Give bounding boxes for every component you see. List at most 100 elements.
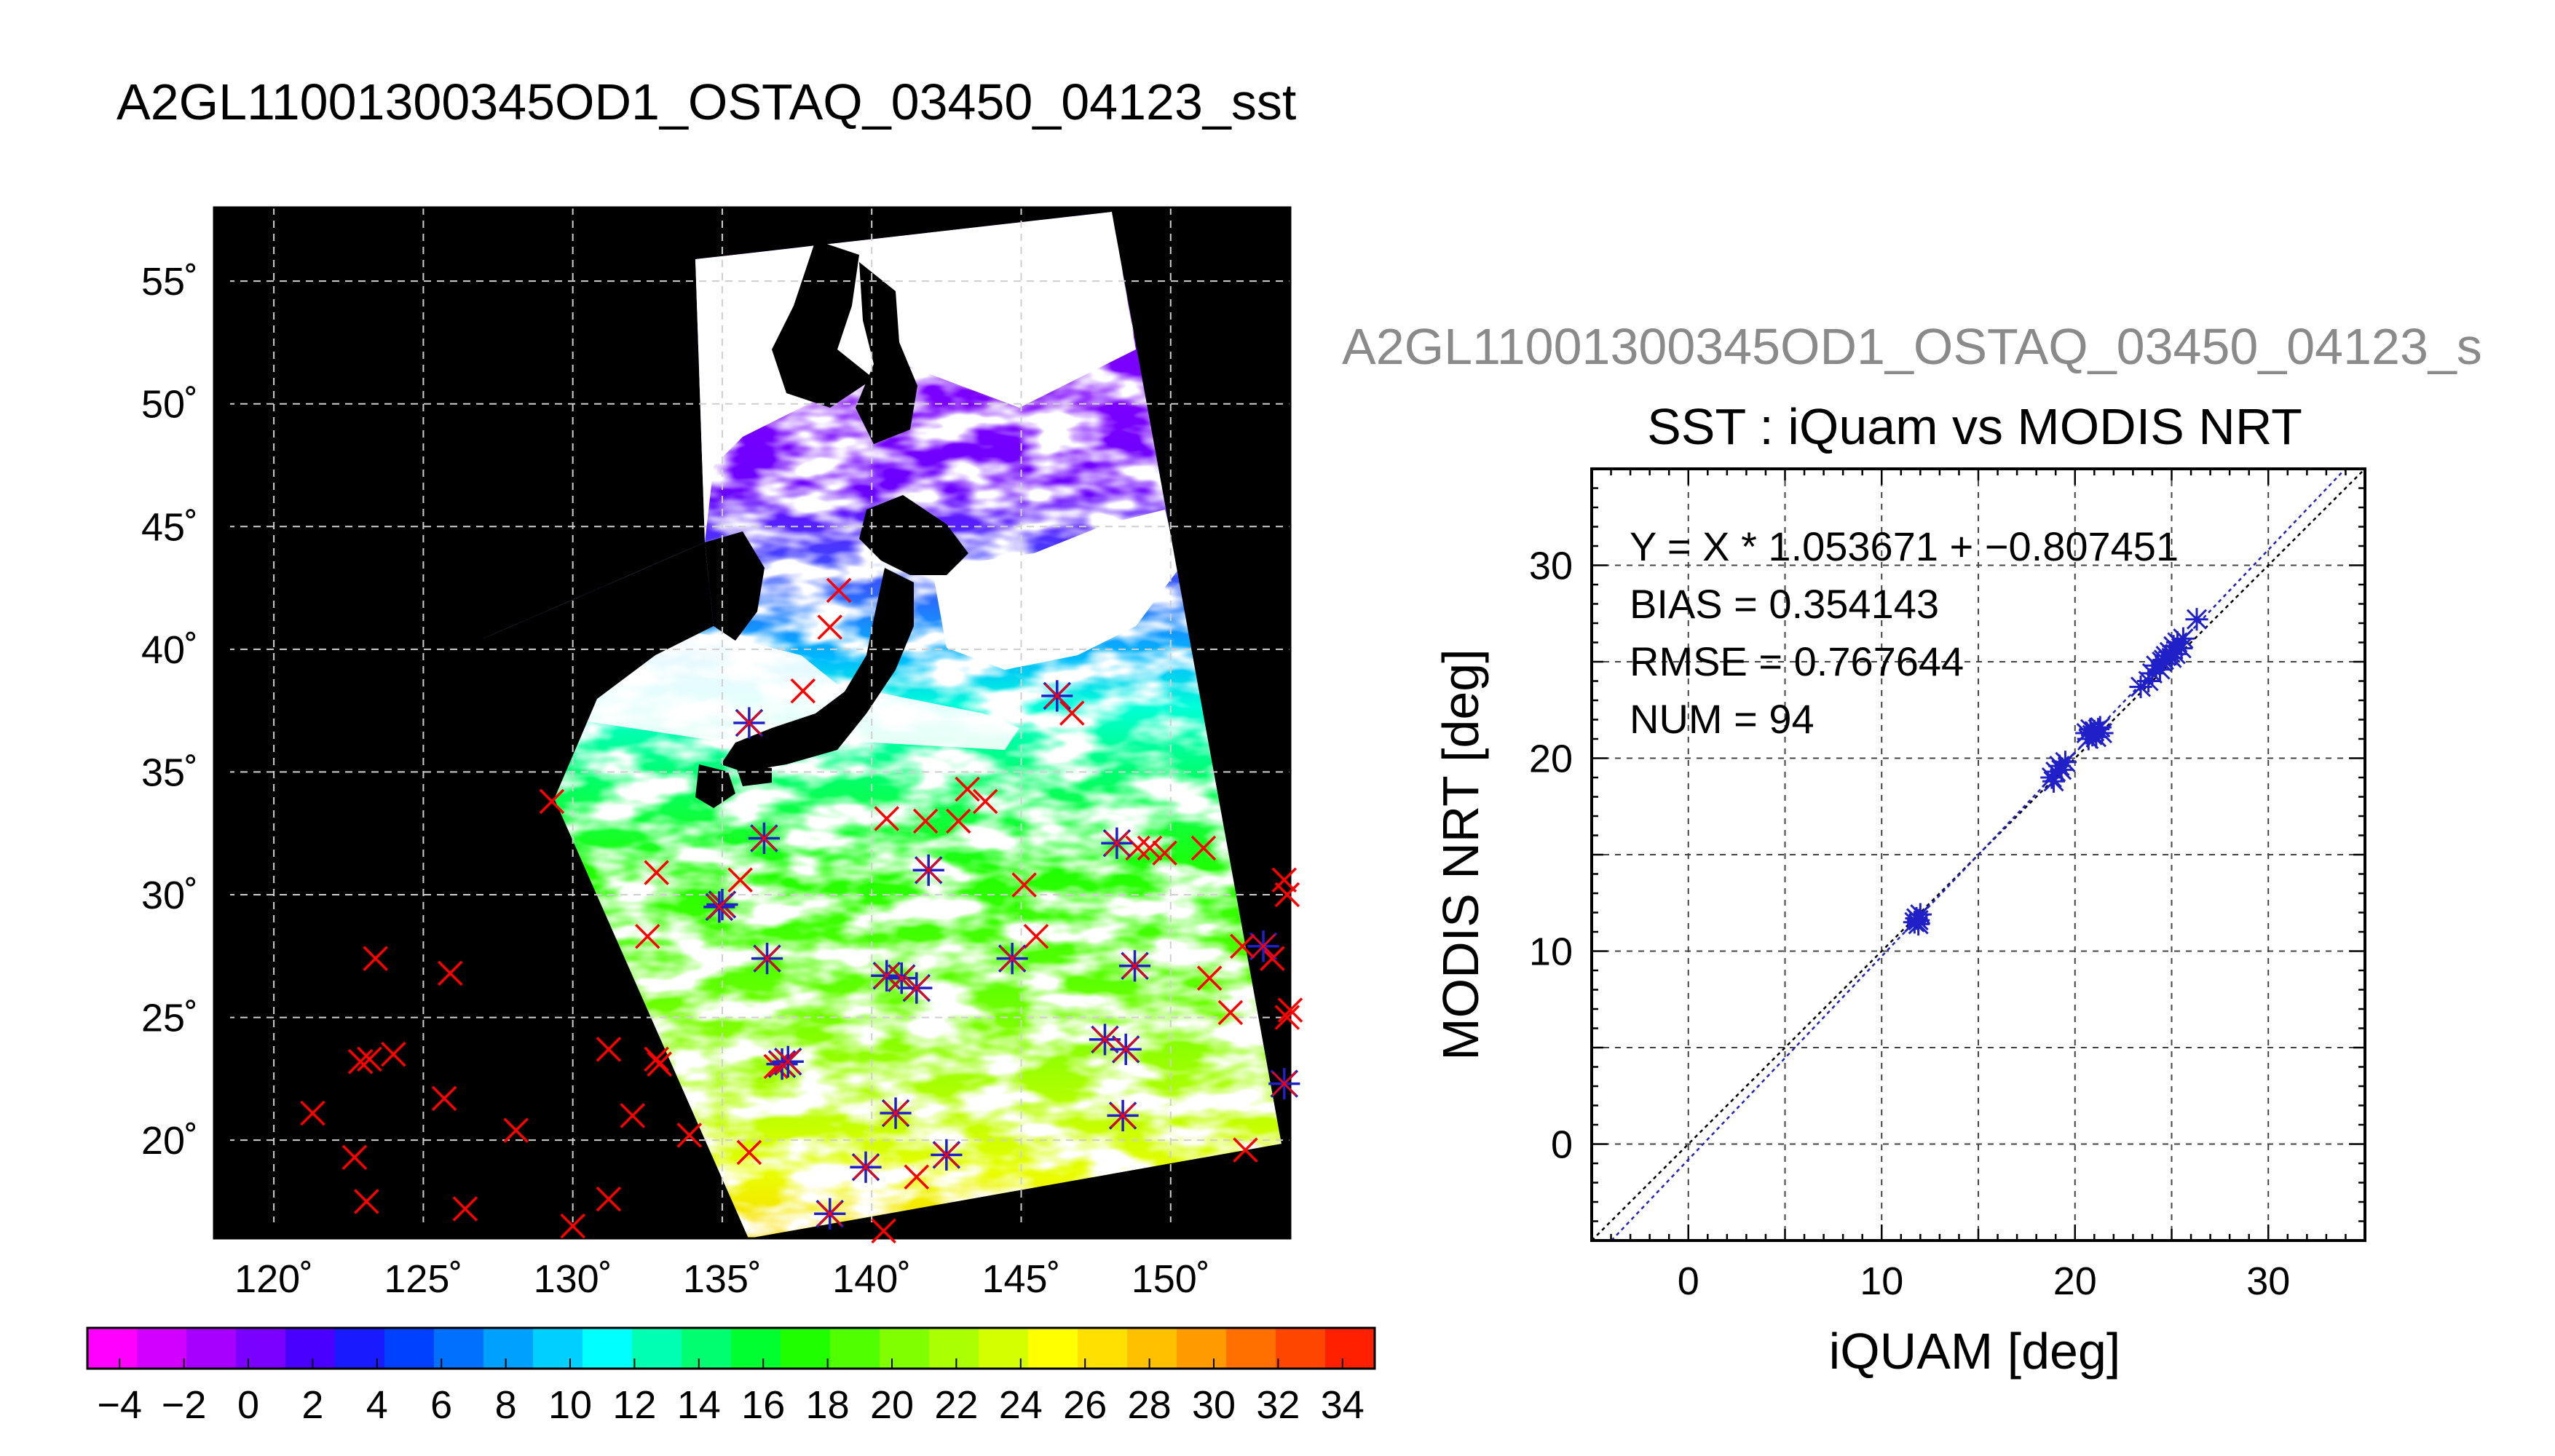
- map-marker-unmatched: [1011, 872, 1037, 898]
- scatter-annotation: Y = X * 1.053671 + −0.807451: [1630, 523, 2179, 569]
- map-lon-tick-label: 150˚: [1132, 1257, 1210, 1301]
- map-lon-tick-label: 145˚: [982, 1257, 1060, 1301]
- map-marker-matched-overlay: [770, 1051, 794, 1077]
- scatter-annotation: NUM = 94: [1630, 696, 1814, 742]
- scatter-point: [2047, 754, 2072, 778]
- map-lat-tick-label: 30˚: [141, 874, 198, 917]
- map-marker-unmatched: [635, 924, 660, 949]
- scatter-point: [2185, 608, 2208, 631]
- colorbar-swatch: [285, 1328, 336, 1369]
- scatter-point: [1903, 911, 1926, 934]
- map-marker-matched-overlay: [1113, 1037, 1139, 1062]
- colorbar-swatch: [830, 1328, 880, 1369]
- map-marker-unmatched: [596, 1186, 622, 1212]
- scatter-point: [2088, 716, 2112, 739]
- map-marker-unmatched: [676, 1123, 703, 1148]
- map-ticks: 120˚ 125˚ 130˚ 135˚ 140˚ 145˚ 150˚ 20˚ 25˚ 30˚ 35˚…: [141, 260, 1210, 1301]
- map-marker-matched-overlay: [754, 946, 780, 971]
- colorbar-tick-label: 2: [301, 1383, 323, 1427]
- colorbar: −4 −2 0 2 4 6 8 10 12 14 16 18 20 22 24 26 28 30 32 34: [86, 1326, 1376, 1427]
- y-tick-label: 20: [1529, 737, 1573, 781]
- map-marker-matched-overlay: [883, 1101, 908, 1125]
- colorbar-tick-label: 4: [366, 1383, 388, 1427]
- map-lon-tick-label: 140˚: [832, 1257, 911, 1301]
- x-tick-label: 20: [2053, 1259, 2097, 1303]
- colorbar-swatch: [929, 1328, 979, 1369]
- colorbar-tick-label: 0: [237, 1383, 259, 1427]
- map-marker-unmatched: [946, 808, 971, 834]
- map-marker-unmatched: [363, 946, 388, 971]
- colorbar-swatch: [1127, 1328, 1177, 1369]
- colorbar-tick-label: 10: [548, 1383, 592, 1427]
- map-marker-matched-overlay: [775, 1049, 801, 1075]
- map-marker-unmatched: [1233, 1137, 1258, 1163]
- map-marker-unmatched: [560, 1213, 585, 1239]
- map-marker-unmatched: [1137, 835, 1163, 861]
- colorbar-tick-label: 6: [430, 1383, 452, 1427]
- map-marker-unmatched: [1196, 965, 1223, 991]
- scatter-annotation: RMSE = 0.767644: [1630, 638, 1964, 684]
- colorbar-tick-label: 8: [495, 1383, 517, 1427]
- map-marker-unmatched: [1152, 840, 1177, 866]
- map-marker-unmatched: [1271, 867, 1298, 893]
- map-marker-unmatched: [1059, 700, 1085, 726]
- map-lat-tick-label: 35˚: [141, 751, 198, 794]
- map-frame: [213, 206, 1292, 1240]
- map-lon-tick-label: 130˚: [534, 1257, 612, 1301]
- map-marker-unmatched: [647, 1051, 672, 1077]
- map-marker-unmatched: [826, 577, 852, 604]
- scatter-overtitle: A2GL11001300345OD1_OSTAQ_03450_04123_s: [1342, 318, 2482, 375]
- scatter-point: [2148, 658, 2172, 681]
- x-tick-label: 10: [1860, 1259, 1903, 1303]
- map-lat-tick-label: 20˚: [141, 1119, 198, 1163]
- colorbar-swatch: [533, 1328, 583, 1369]
- map-markers: [300, 577, 1303, 1244]
- y-tick-label: 10: [1529, 930, 1573, 974]
- scatter-annotation: BIAS = 0.354143: [1630, 581, 1939, 627]
- colorbar-swatch: [880, 1328, 930, 1369]
- scatter-points: [1903, 608, 2208, 935]
- map-marker-matched-overlay: [751, 826, 777, 851]
- scatter-annotations: Y = X * 1.053671 + −0.807451 BIAS = 0.354…: [1630, 523, 2179, 742]
- map-marker-unmatched: [1230, 933, 1255, 960]
- colorbar-swatch: [1177, 1328, 1227, 1369]
- map-marker-matched-overlay: [1044, 684, 1070, 708]
- map-marker-unmatched: [874, 806, 899, 831]
- colorbar-tick-label: 20: [870, 1383, 914, 1427]
- map-marker-unmatched: [1277, 997, 1303, 1023]
- map-marker-matched-overlay: [1092, 1027, 1118, 1052]
- colorbar-tick-label: 26: [1063, 1383, 1107, 1427]
- map-marker-matched-overlay: [706, 894, 732, 919]
- map-marker-unmatched: [438, 960, 463, 986]
- map-marker-unmatched: [1217, 1000, 1244, 1026]
- map-lat-tick-label: 25˚: [141, 997, 198, 1040]
- scatter-point: [1907, 909, 1930, 932]
- map-marker-unmatched: [1023, 924, 1049, 949]
- colorbar-tick-label: 12: [612, 1383, 656, 1427]
- colorbar-tick-label: 22: [934, 1383, 978, 1427]
- scatter-point: [2050, 758, 2073, 781]
- colorbar-swatch: [186, 1328, 237, 1369]
- map-marker-matched-overlay: [916, 858, 941, 883]
- scatter-point: [2165, 630, 2189, 654]
- colorbar-swatch: [1276, 1328, 1326, 1369]
- colorbar-swatch: [632, 1328, 682, 1369]
- y-tick-label: 30: [1529, 545, 1573, 588]
- map-marker-matched-overlay: [1000, 946, 1025, 971]
- map-marker-matched-overlay: [737, 711, 762, 735]
- y-axis-label: MODIS NRT [deg]: [1432, 649, 1489, 1060]
- x-tick-label: 0: [1678, 1259, 1699, 1303]
- colorbar-tick-label: 34: [1321, 1383, 1365, 1427]
- y-tick-label: 0: [1551, 1123, 1573, 1167]
- colorbar-swatch: [1226, 1328, 1276, 1369]
- colorbar-swatch: [682, 1328, 732, 1369]
- map-marker-matched-overlay: [889, 965, 915, 991]
- map-marker-unmatched: [381, 1041, 406, 1067]
- map-marker-unmatched: [452, 1196, 478, 1222]
- scatter-gridlines: [1592, 469, 2365, 1241]
- map-lat-tick-label: 40˚: [141, 628, 198, 672]
- map-gridlines: [214, 207, 1290, 1238]
- map-lon-tick-label: 125˚: [384, 1257, 462, 1301]
- colorbar-swatch: [137, 1328, 187, 1369]
- map-marker-unmatched: [817, 614, 842, 640]
